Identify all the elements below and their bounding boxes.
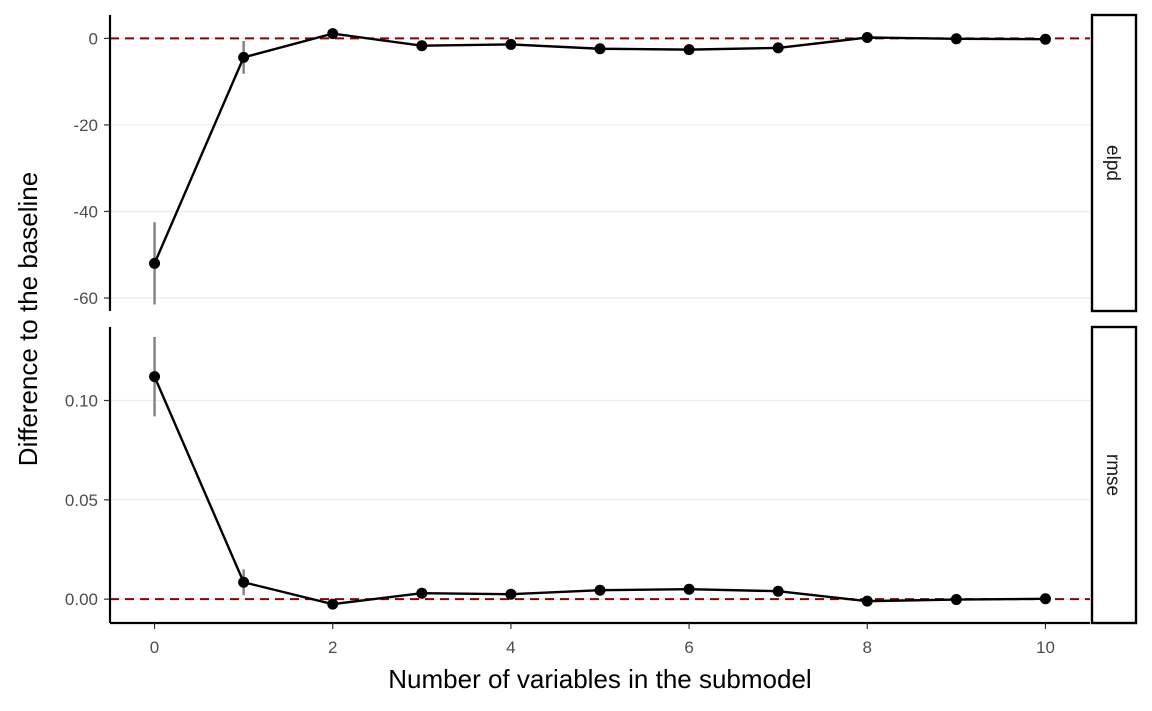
y-tick-label: 0.10 <box>65 392 98 411</box>
y-tick-label: -20 <box>73 116 98 135</box>
data-point <box>238 51 250 63</box>
data-point <box>950 33 962 45</box>
strip-label: elpd <box>1102 145 1123 181</box>
data-point <box>683 44 695 56</box>
y-tick-label: -60 <box>73 289 98 308</box>
panel-elpd: 0 -20 -40 -60 elpd <box>73 13 1138 313</box>
x-tick-label: 6 <box>684 638 693 657</box>
data-point <box>327 28 339 40</box>
data-point <box>1039 593 1051 605</box>
x-tick-label: 2 <box>328 638 337 657</box>
y-tick-label: -40 <box>73 202 98 221</box>
data-point <box>861 32 873 44</box>
strip-label: rmse <box>1102 454 1123 496</box>
data-point <box>149 257 161 269</box>
panel-rmse: 0.10 0.05 0.00 rmse <box>65 325 1138 625</box>
y-tick-label: 0 <box>89 29 98 48</box>
data-point <box>149 371 161 383</box>
strip-box <box>1090 325 1138 625</box>
data-point <box>772 585 784 597</box>
data-point <box>772 42 784 54</box>
x-tick-label: 10 <box>1036 638 1055 657</box>
data-point <box>505 588 517 600</box>
data-point <box>683 583 695 595</box>
panels: 0 -20 -40 -60 elpd 0.10 0.05 0.00 rmse 0 2 4 6 8 10 <box>65 13 1138 657</box>
y-tick-label: 0.00 <box>65 590 98 609</box>
series-line <box>153 32 1046 264</box>
x-tick-label: 4 <box>506 638 515 657</box>
x-axis-title: Number of variables in the submodel <box>388 664 811 694</box>
data-point <box>238 576 250 588</box>
x-tick-label: 0 <box>150 638 159 657</box>
data-point <box>416 40 428 52</box>
data-point <box>416 587 428 599</box>
x-axis: 0 2 4 6 8 10 <box>110 621 1090 657</box>
y-tick-label: 0.05 <box>65 491 98 510</box>
data-point <box>950 594 962 606</box>
data-point <box>1039 33 1051 45</box>
data-point <box>861 595 873 607</box>
x-tick-label: 8 <box>863 638 872 657</box>
data-point <box>594 584 606 596</box>
data-point <box>327 598 339 610</box>
data-point <box>505 38 517 50</box>
series-line <box>153 376 1046 606</box>
strip-box <box>1090 13 1138 313</box>
y-axis-title: Difference to the baseline <box>13 172 43 466</box>
data-point <box>594 43 606 55</box>
